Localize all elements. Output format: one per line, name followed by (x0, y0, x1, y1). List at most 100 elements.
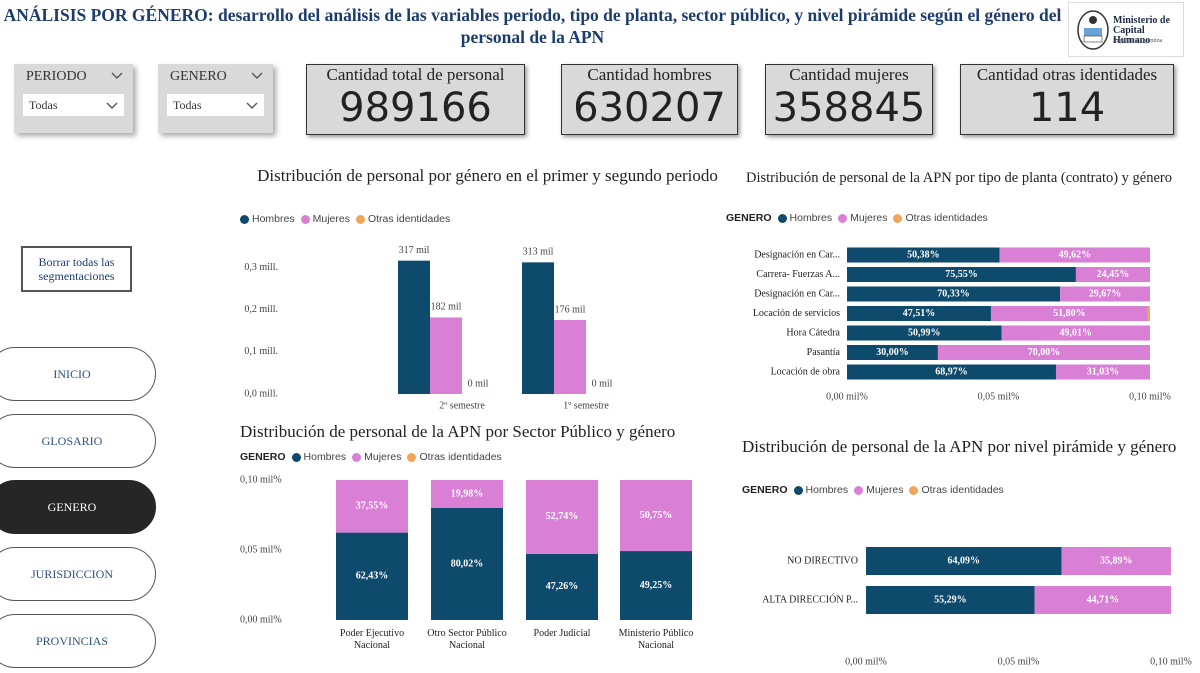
data-label: 70,00% (1028, 347, 1061, 358)
kpi-value: 358845 (772, 85, 926, 131)
bar-segment (866, 547, 1062, 575)
bar-segment (1055, 364, 1150, 380)
bar-segment (1061, 547, 1171, 575)
legend-label: Mujeres (364, 451, 402, 463)
bar-segment (1147, 306, 1150, 321)
y-tick-label: 0,1 mill. (244, 346, 278, 357)
legend-label: Mujeres (850, 212, 888, 224)
x-tick-label: 0,10 mil% (1129, 391, 1171, 402)
x-tick-label: 2º semestre (439, 400, 485, 411)
data-label: 24,45% (1097, 269, 1130, 280)
clear-filters-button[interactable]: Borrar todas las segmentaciones (21, 246, 132, 292)
logo-emblem (1077, 10, 1109, 50)
y-tick-label: NO DIRECTIVO (787, 555, 858, 566)
nav-button[interactable]: GENERO (0, 480, 156, 534)
bar (430, 317, 462, 394)
kpi-value: 114 (1028, 85, 1106, 131)
bar-segment (847, 345, 938, 360)
data-label: 313 mil (523, 247, 554, 258)
legend-label: Hombres (805, 484, 849, 496)
data-label: 44,71% (1087, 594, 1120, 605)
kpi-card: Cantidad hombres 630207 (561, 64, 738, 135)
data-label: 37,55% (356, 501, 389, 512)
nav-button[interactable]: PROVINCIAS (0, 614, 156, 668)
chart-title: Distribución de personal por género en e… (257, 166, 718, 185)
x-tick-label: Poder Judicial (533, 628, 591, 639)
x-tick-label: 1º semestre (563, 400, 609, 411)
y-tick-label: 0,00 mil% (240, 614, 282, 625)
slicer-label: GENERO (170, 69, 227, 84)
kpi-label: Cantidad mujeres (789, 65, 909, 84)
kpi-label: Cantidad total de personal (326, 65, 505, 84)
legend-label: Mujeres (312, 213, 350, 225)
y-tick-label: 0,05 mil% (240, 544, 282, 555)
data-label: 50,75% (640, 510, 673, 521)
data-label: 0 mil (468, 378, 489, 389)
legend-swatch (893, 213, 903, 223)
bar (554, 319, 586, 394)
data-label: 50,99% (908, 327, 941, 338)
legend-label: Hombres (252, 213, 295, 225)
bar-segment (847, 364, 1056, 380)
slicer[interactable]: PERIODO Todas (14, 64, 133, 133)
y-tick-label: Designación en Car... (754, 288, 840, 299)
bar-segment (336, 480, 408, 533)
legend-swatch (777, 213, 787, 223)
legend-title: GENERO (726, 212, 772, 224)
y-tick-label: ALTA DIRECCIÓN P... (762, 593, 858, 605)
data-label: 31,03% (1087, 366, 1120, 377)
bar (398, 260, 430, 394)
x-tick-label: 0,00 mil% (826, 391, 868, 402)
bar-segment (990, 306, 1148, 321)
legend-title: GENERO (240, 451, 286, 463)
y-tick-label: 0,3 mill. (244, 262, 278, 273)
legend-label: Otras identidades (419, 451, 502, 463)
slicer[interactable]: GENERO Todas (158, 64, 273, 133)
logo-line: Ministerio de (1113, 15, 1170, 26)
page-title: ANÁLISIS POR GÉNERO: desarrollo del anál… (0, 4, 1065, 48)
x-tick-label: Poder Ejecutivo Nacional (339, 628, 405, 651)
legend: GENERO Hombres Mujeres Otras identidades (726, 212, 994, 224)
bar-segment (431, 480, 503, 508)
chevron (251, 72, 263, 79)
chevron (111, 72, 123, 79)
data-label: 62,43% (356, 571, 389, 582)
data-label: 182 mil (431, 302, 462, 313)
data-label: 52,74% (546, 511, 579, 522)
nav-button[interactable]: JURISDICCION (0, 547, 156, 601)
chart-title: Distribución de personal de la APN por t… (745, 170, 1173, 186)
slicer-label: PERIODO (26, 69, 87, 84)
data-label: 80,02% (451, 558, 484, 569)
kpi-label: Cantidad hombres (587, 65, 712, 84)
y-tick-label: 0,10 mil% (240, 474, 282, 485)
title-prefix: ANÁLISIS POR GÉNERO: (3, 5, 214, 25)
data-label: 64,09% (947, 555, 980, 566)
data-label: 29,67% (1089, 288, 1122, 299)
bar-segment (431, 507, 503, 620)
data-label: 50,38% (907, 249, 940, 260)
data-label: 176 mil (555, 304, 586, 315)
x-tick-label: 0,10 mil% (1150, 656, 1192, 667)
data-label: 47,26% (546, 581, 579, 592)
x-tick-label: Otro Sector Público Nacional (427, 628, 507, 651)
legend-swatch (240, 214, 249, 224)
x-tick-label: 0,05 mil% (978, 391, 1020, 402)
legend-swatch (352, 452, 362, 462)
slicer-dropdown[interactable]: Todas (23, 94, 124, 116)
title-text: desarrollo del análisis de las variables… (217, 5, 1062, 47)
bar-segment (937, 345, 1150, 360)
y-tick-label: 0,2 mill. (244, 304, 278, 315)
nav-button[interactable]: GLOSARIO (0, 414, 156, 468)
legend-label: Otras identidades (367, 213, 451, 225)
legend: GENERO Hombres Mujeres Otras identidades (742, 484, 1010, 496)
nav-button[interactable]: INICIO (0, 347, 156, 401)
y-tick-label: Designación en Car... (754, 249, 840, 260)
data-label: 49,01% (1059, 327, 1092, 338)
x-tick-label: 0,00 mil% (845, 656, 887, 667)
legend-swatch (355, 214, 365, 224)
kpi-value: 989166 (339, 85, 492, 131)
slicer-dropdown[interactable]: Todas (167, 94, 264, 116)
kpi-card: Cantidad otras identidades 114 (960, 64, 1174, 135)
